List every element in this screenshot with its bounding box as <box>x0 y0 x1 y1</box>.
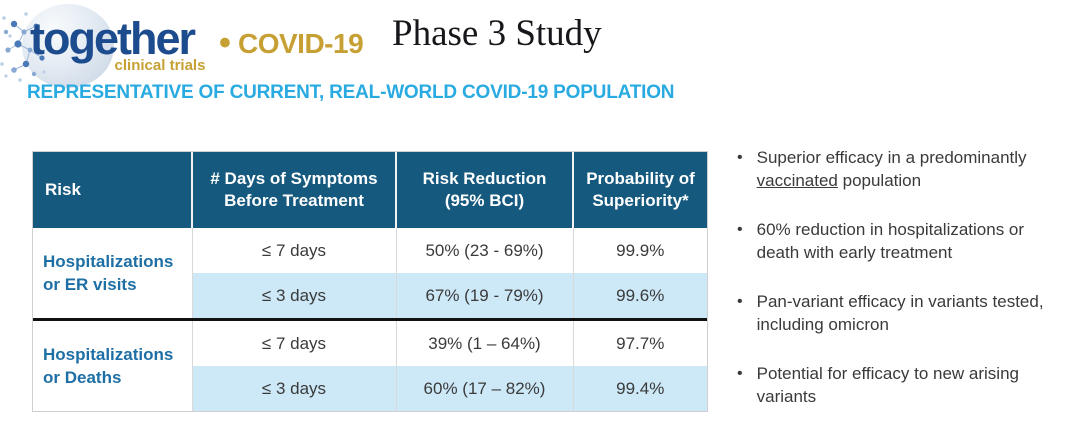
column-header-reduction: Risk Reduction (95% BCI) <box>395 152 573 228</box>
bullet-text-pre: 60% reduction in hospitalizations or dea… <box>756 220 1025 262</box>
table-row: Hospitalizations or Deaths ≤ 7 days 39% … <box>33 319 707 411</box>
table-row: Hospitalizations or ER visits ≤ 7 days 5… <box>33 228 707 320</box>
results-table: Risk # Days of Symptoms Before Treatment… <box>32 151 708 412</box>
table-row: ≤ 3 days 67% (19 - 79%) 99.6% <box>33 273 707 320</box>
bullet-text-post: population <box>837 171 922 190</box>
bullet-text: 60% reduction in hospitalizations or dea… <box>757 218 1069 264</box>
bullet-item: • Potential for efficacy to new arising … <box>737 362 1069 408</box>
bullet-marker: • <box>737 293 743 310</box>
molecule-dots-icon <box>0 12 46 82</box>
column-header-risk: Risk <box>33 152 192 228</box>
bullet-marker: • <box>737 365 743 382</box>
brand-separator-dot: • <box>219 24 231 62</box>
risk-group-label: Hospitalizations or Deaths <box>33 319 192 411</box>
bullet-text: Superior efficacy in a predominantly vac… <box>757 146 1069 192</box>
brand-tagline: clinical trials <box>114 57 206 74</box>
column-header-probability: Probability of Superiority* <box>572 152 707 228</box>
table-row: ≤ 3 days 60% (17 – 82%) 99.4% <box>33 366 707 411</box>
bullet-text-underlined: vaccinated <box>756 171 838 190</box>
reduction-cell: 67% (19 - 79%) <box>395 273 573 320</box>
bullet-text: Potential for efficacy to new arising va… <box>757 362 1069 408</box>
days-cell: ≤ 7 days <box>191 319 396 366</box>
table-header-row: Risk # Days of Symptoms Before Treatment… <box>33 152 707 228</box>
risk-group-er-visits: Hospitalizations or ER visits ≤ 7 days 5… <box>33 228 707 320</box>
bullet-item: • Pan-variant efficacy in variants teste… <box>737 290 1069 336</box>
probability-cell: 97.7% <box>572 319 707 366</box>
probability-cell: 99.4% <box>572 366 707 411</box>
risk-group-label: Hospitalizations or ER visits <box>33 228 192 320</box>
globe-graphic <box>22 4 114 88</box>
bullet-text-pre: Pan-variant efficacy in variants tested,… <box>756 292 1044 334</box>
days-cell: ≤ 3 days <box>191 273 396 320</box>
key-findings-list: • Superior efficacy in a predominantly v… <box>737 146 1069 434</box>
page-title: Phase 3 Study <box>392 13 602 54</box>
reduction-cell: 39% (1 – 64%) <box>395 319 573 366</box>
bullet-text-pre: Potential for efficacy to new arising va… <box>756 364 1019 406</box>
section-subtitle: REPRESENTATIVE OF CURRENT, REAL-WORLD CO… <box>27 82 675 103</box>
logo-artwork <box>0 0 130 95</box>
reduction-cell: 50% (23 - 69%) <box>395 228 573 273</box>
column-header-days: # Days of Symptoms Before Treatment <box>191 152 396 228</box>
bullet-item: • Superior efficacy in a predominantly v… <box>737 146 1069 192</box>
bullet-item: • 60% reduction in hospitalizations or d… <box>737 218 1069 264</box>
covid-program-label: COVID-19 <box>238 28 364 59</box>
bullet-text-pre: Superior efficacy in a predominantly <box>756 148 1027 167</box>
risk-group-deaths: Hospitalizations or Deaths ≤ 7 days 39% … <box>33 319 707 411</box>
reduction-cell: 60% (17 – 82%) <box>395 366 573 411</box>
probability-cell: 99.6% <box>572 273 707 320</box>
brand-wordmark: together <box>30 13 196 64</box>
probability-cell: 99.9% <box>572 228 707 273</box>
days-cell: ≤ 7 days <box>191 228 396 273</box>
days-cell: ≤ 3 days <box>191 366 396 411</box>
bullet-text: Pan-variant efficacy in variants tested,… <box>757 290 1069 336</box>
bullet-marker: • <box>737 149 743 166</box>
bullet-marker: • <box>737 221 743 238</box>
